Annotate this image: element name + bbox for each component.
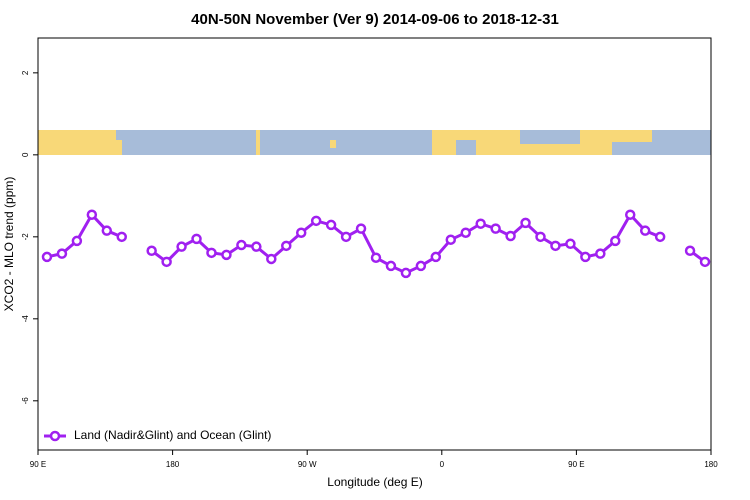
data-point: [654, 231, 666, 243]
data-point: [445, 234, 457, 245]
data-point: [56, 248, 68, 259]
data-point: [86, 209, 98, 220]
chart-title: 40N-50N November (Ver 9) 2014-09-06 to 2…: [191, 11, 559, 28]
data-point: [71, 235, 83, 247]
y-tick-label: 2: [21, 70, 30, 75]
data-point: [430, 251, 442, 263]
data-point: [699, 256, 711, 268]
data-point: [475, 218, 486, 229]
data-point: [520, 217, 531, 229]
data-point: [161, 256, 172, 268]
x-tick-label: 90 E: [30, 460, 46, 469]
data-point: [370, 252, 382, 263]
x-tick-label: 90 E: [568, 460, 584, 469]
data-point: [281, 240, 292, 252]
data-point: [206, 247, 217, 259]
x-axis-label: Longitude (deg E): [327, 475, 422, 489]
data-point: [639, 225, 651, 236]
series-line: [150, 212, 661, 275]
x-tick-label: 180: [704, 460, 718, 469]
data-point: [624, 209, 636, 220]
data-point: [266, 253, 277, 265]
y-axis-label: XCO2 - MLO trend (ppm): [2, 177, 16, 312]
data-point: [355, 223, 367, 234]
legend-label: Land (Nadir&Glint) and Ocean (Glint): [74, 428, 271, 442]
data-point: [295, 227, 307, 238]
data-point: [176, 241, 187, 252]
data-point: [415, 260, 427, 272]
y-tick-label: -4: [21, 315, 30, 323]
data-point: [340, 231, 352, 243]
data-point: [41, 251, 53, 263]
x-tick-label: 0: [440, 460, 445, 469]
data-point: [460, 227, 471, 238]
data-point: [550, 240, 561, 252]
data-point: [535, 231, 546, 243]
data-point: [116, 231, 128, 243]
data-point: [146, 245, 157, 257]
data-point: [385, 260, 397, 272]
x-tick-label: 180: [166, 460, 180, 469]
x-tick-label: 90 W: [298, 460, 317, 469]
data-point: [325, 219, 337, 231]
legend-marker: [49, 430, 61, 442]
plot-frame: [37, 37, 712, 451]
data-point: [400, 267, 412, 279]
y-tick-label: -2: [21, 233, 30, 241]
map-strip: [38, 130, 711, 155]
data-point: [565, 238, 576, 250]
data-point: [221, 249, 232, 261]
data-point: [610, 235, 621, 247]
y-tick-label: 0: [21, 152, 30, 157]
y-tick-label: -6: [21, 397, 30, 405]
data-point: [490, 223, 501, 234]
data-point: [310, 215, 322, 227]
data-point: [101, 225, 113, 236]
data-point: [595, 248, 606, 259]
data-point: [580, 251, 591, 263]
data-point: [236, 239, 247, 251]
data-point: [684, 245, 696, 257]
data-point: [191, 233, 202, 245]
data-point: [505, 230, 516, 242]
data-point: [251, 241, 262, 252]
